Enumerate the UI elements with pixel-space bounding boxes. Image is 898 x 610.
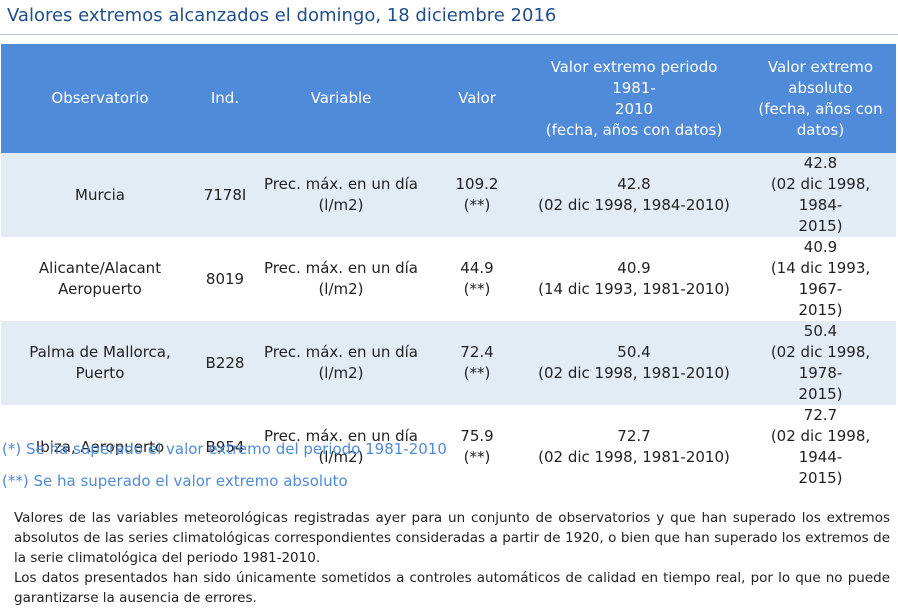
page-title: Valores extremos alcanzados el domingo, …	[7, 5, 557, 26]
header-variable: Variable	[251, 44, 431, 153]
table-row: Palma de Mallorca, Puerto B228 Prec. máx.…	[1, 321, 896, 405]
header-periodo-line: (fecha, años con datos)	[545, 120, 723, 139]
absoluto-fecha: 2015)	[798, 301, 843, 319]
observatorio-name: Alicante/Alacant	[38, 259, 162, 277]
variable-cell: Prec. máx. en un día (l/m2)	[251, 153, 431, 237]
absoluto-fecha: (02 dic 1998, 1984-	[770, 175, 871, 214]
observatorio-name: Aeropuerto	[58, 280, 142, 298]
description-paragraph: Valores de las variables meteorológicas …	[14, 510, 890, 566]
periodo-cell: 72.7 (02 dic 1998, 1981-2010)	[523, 405, 745, 489]
absoluto-fecha: 2015)	[798, 469, 843, 487]
periodo-cell: 40.9 (14 dic 1993, 1981-2010)	[523, 237, 745, 321]
periodo-value: 50.4	[617, 343, 651, 361]
ind-cell: 7178I	[199, 153, 251, 237]
observatorio-cell: Murcia	[1, 153, 199, 237]
absoluto-fecha: (02 dic 1998, 1944-	[770, 427, 871, 466]
variable-name: Prec. máx. en un día	[263, 175, 418, 193]
description: Valores de las variables meteorológicas …	[14, 508, 890, 608]
absoluto-cell: 42.8 (02 dic 1998, 1984- 2015)	[745, 153, 896, 237]
absoluto-cell: 50.4 (02 dic 1998, 1978- 2015)	[745, 321, 896, 405]
periodo-value: 72.7	[617, 427, 651, 445]
valor-value: 75.9	[460, 427, 494, 445]
observatorio-cell: Alicante/Alacant Aeropuerto	[1, 237, 199, 321]
table-row: Murcia 7178I Prec. máx. en un día (l/m2) …	[1, 153, 896, 237]
valor-cell: 109.2 (**)	[431, 153, 523, 237]
valor-value: 72.4	[460, 343, 494, 361]
table-row: Ibiza, Aeropuerto B954 Prec. máx. en un …	[1, 405, 896, 489]
ind-cell: B954	[205, 437, 245, 456]
observatorio-cell: Palma de Mallorca, Puerto	[1, 321, 199, 405]
valor-cell: 75.9 (**)	[431, 405, 523, 489]
variable-unit: (l/m2)	[318, 280, 364, 298]
ind-cell: B228	[199, 321, 251, 405]
header-absoluto-line: absoluto	[788, 78, 853, 97]
observatorio-name: Murcia	[75, 185, 125, 204]
periodo-fecha: (02 dic 1998, 1981-2010)	[538, 364, 730, 382]
variable-unit: (l/m2)	[318, 448, 364, 466]
periodo-value: 42.8	[617, 175, 651, 193]
note-periodo: (*) Se ha superado el valor extremo del …	[2, 440, 447, 458]
periodo-cell: 42.8 (02 dic 1998, 1984-2010)	[523, 153, 745, 237]
header-ind: Ind.	[199, 44, 251, 153]
header-periodo: Valor extremo periodo 1981- 2010 (fecha,…	[523, 44, 745, 153]
periodo-fecha: (02 dic 1998, 1984-2010)	[538, 196, 730, 214]
absoluto-fecha: 2015)	[798, 385, 843, 403]
observatorio-name: Puerto	[75, 364, 125, 382]
absoluto-value: 72.7	[803, 406, 838, 424]
valor-marca: (**)	[463, 280, 491, 298]
header-absoluto-line: Valor extremo	[767, 57, 874, 76]
absoluto-fecha: 2015)	[798, 217, 843, 235]
variable-cell: Prec. máx. en un día (l/m2)	[251, 405, 431, 489]
variable-unit: (l/m2)	[318, 364, 364, 382]
observatorio-cell: Ibiza, Aeropuerto	[1, 405, 199, 489]
header-periodo-line: Valor extremo periodo 1981-	[550, 57, 718, 97]
absoluto-fecha: (02 dic 1998, 1978-	[770, 343, 871, 382]
periodo-fecha: (02 dic 1998, 1981-2010)	[538, 448, 730, 466]
observatorio-name: Palma de Mallorca,	[29, 343, 171, 361]
variable-unit: (l/m2)	[318, 196, 364, 214]
table-row: Alicante/Alacant Aeropuerto 8019 Prec. má…	[1, 237, 896, 321]
periodo-cell: 50.4 (02 dic 1998, 1981-2010)	[523, 321, 745, 405]
absoluto-value: 50.4	[803, 322, 838, 340]
periodo-value: 40.9	[617, 259, 651, 277]
header-absoluto-line: datos)	[796, 120, 845, 139]
periodo-fecha: (14 dic 1993, 1981-2010)	[538, 280, 730, 298]
observatorio-name: Ibiza, Aeropuerto	[35, 437, 165, 456]
absoluto-value: 42.8	[803, 154, 838, 172]
valor-cell: 72.4 (**)	[431, 321, 523, 405]
ind-cell: 8019	[205, 269, 245, 288]
variable-name: Prec. máx. en un día	[263, 427, 418, 445]
absoluto-cell: 40.9 (14 dic 1993, 1967- 2015)	[745, 237, 896, 321]
variable-cell: Prec. máx. en un día (l/m2)	[251, 321, 431, 405]
variable-name: Prec. máx. en un día	[263, 343, 418, 361]
header-valor: Valor	[431, 44, 523, 153]
valor-value: 109.2	[455, 175, 499, 193]
extremes-table: Observatorio Ind. Variable Valor Valor e…	[1, 44, 896, 489]
absoluto-fecha: (14 dic 1993, 1967-	[770, 259, 871, 298]
valor-value: 44.9	[460, 259, 494, 277]
table-header-row: Observatorio Ind. Variable Valor Valor e…	[1, 44, 896, 153]
header-periodo-line: 2010	[614, 99, 654, 118]
note-absoluto: (**) Se ha superado el valor extremo abs…	[2, 472, 348, 490]
header-absoluto-line: (fecha, años con	[758, 99, 883, 118]
valor-marca: (**)	[463, 448, 491, 466]
header-observatorio: Observatorio	[1, 44, 199, 153]
absoluto-cell: 72.7 (02 dic 1998, 1944- 2015)	[745, 405, 896, 489]
valor-cell: 44.9 (**)	[431, 237, 523, 321]
header-absoluto: Valor extremo absoluto (fecha, años con …	[745, 44, 896, 153]
valor-marca: (**)	[463, 196, 491, 214]
variable-name: Prec. máx. en un día	[263, 259, 418, 277]
description-paragraph: Los datos presentados han sido únicament…	[14, 570, 890, 606]
absoluto-value: 40.9	[803, 238, 838, 256]
variable-cell: Prec. máx. en un día (l/m2)	[251, 237, 431, 321]
valor-marca: (**)	[463, 364, 491, 382]
title-bar: Valores extremos alcanzados el domingo, …	[0, 0, 898, 35]
